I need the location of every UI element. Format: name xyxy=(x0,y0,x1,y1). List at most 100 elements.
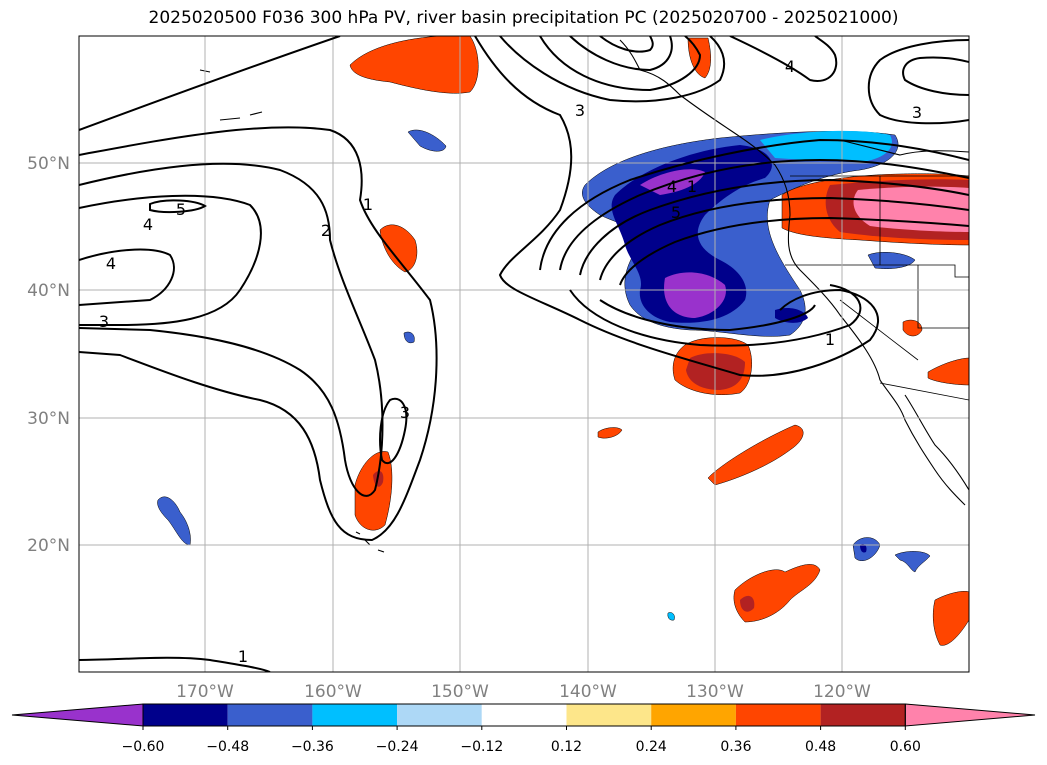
latitude-labels: 50°N 40°N 30°N 20°N xyxy=(27,154,70,556)
colorbar: −0.60 −0.48 −0.36 −0.24 −0.12 0.12 0.24 0.36 0.4… xyxy=(11,703,1036,755)
pv-contour-5 xyxy=(149,199,207,214)
positive-anomaly-region xyxy=(597,427,623,439)
colorbar-tick-label: 0.48 xyxy=(805,739,836,755)
colorbar-tick-label: −0.60 xyxy=(122,739,165,755)
colorbar-segment xyxy=(820,704,906,726)
negative-anomaly-region xyxy=(860,543,867,553)
contour-label: 1 xyxy=(825,330,835,349)
contour-label: 4 xyxy=(143,215,153,234)
latitude-label: 40°N xyxy=(27,281,70,301)
colorbar-segment xyxy=(143,704,228,726)
contour-label: 3 xyxy=(912,103,922,122)
political-borders xyxy=(785,175,969,401)
coastlines xyxy=(199,39,969,553)
colorbar-segment xyxy=(397,704,482,726)
longitude-labels: 170°W 160°W 150°W 140°W 130°W 120°W xyxy=(176,682,871,702)
negative-anomaly-region xyxy=(775,307,808,323)
colorbar-tick-label: 0.36 xyxy=(720,739,751,755)
latitude-label: 20°N xyxy=(27,536,70,556)
contour-label: 1 xyxy=(363,195,373,214)
contour-label: 4 xyxy=(106,254,116,273)
negative-anomaly-region xyxy=(760,130,892,162)
pv-contour-23 xyxy=(79,656,271,672)
positive-anomaly-region xyxy=(349,36,479,94)
contour-label: 3 xyxy=(575,101,585,120)
pv-contour-4 xyxy=(79,248,175,306)
colorbar-extend-high xyxy=(904,703,1036,727)
pv-contour-8 xyxy=(474,36,880,377)
colorbar-segment xyxy=(227,704,313,726)
pv-contour-15 xyxy=(902,56,969,96)
colorbar-segment xyxy=(481,704,567,726)
pv-contour-10 xyxy=(539,36,702,92)
colorbar-tick-label: 0.60 xyxy=(890,739,921,755)
colorbar-segment xyxy=(735,704,821,726)
pv-contour-21 xyxy=(569,284,862,347)
colorbar-extend-low xyxy=(11,703,144,727)
positive-anomaly-region xyxy=(740,595,755,612)
positive-anomaly-region xyxy=(733,564,821,623)
pv-contour-18 xyxy=(579,178,969,276)
colorbar-segment xyxy=(312,704,398,726)
longitude-label: 140°W xyxy=(559,682,617,702)
contour-label: 3 xyxy=(99,312,109,331)
colorbar-tick-label: −0.48 xyxy=(206,739,249,755)
pv-contour-9 xyxy=(499,36,726,103)
contour-label: 4 xyxy=(667,177,677,196)
negative-anomaly-region xyxy=(157,496,191,546)
contour-label: 2 xyxy=(321,221,331,240)
contour-label: 1 xyxy=(238,647,248,666)
contour-label: 3 xyxy=(400,403,410,422)
colorbar-tick-label: −0.24 xyxy=(376,739,419,755)
pv-contour-19 xyxy=(599,196,969,281)
negative-anomaly-region xyxy=(894,551,931,573)
colorbar-tick-label: 0.24 xyxy=(636,739,667,755)
pv-contour-14 xyxy=(867,39,969,125)
positive-anomaly-region xyxy=(932,591,969,646)
positive-anomaly-region xyxy=(707,424,804,486)
pv-contour-20 xyxy=(619,216,969,286)
pv-contour-6 xyxy=(379,397,408,465)
pv-contour-13 xyxy=(729,36,838,82)
map-frame xyxy=(78,35,970,673)
colorbar-frame xyxy=(142,703,906,727)
positive-anomaly-region xyxy=(927,357,969,386)
pv-contour-17 xyxy=(559,158,969,271)
negative-anomaly-region xyxy=(403,331,415,344)
colorbar-tick-label: −0.36 xyxy=(291,739,334,755)
latitude-label: 50°N xyxy=(27,154,70,174)
pv-contour-1 xyxy=(79,126,438,542)
pv-contours xyxy=(79,36,969,672)
negative-anomaly-region xyxy=(407,129,447,152)
positive-anomaly-region xyxy=(902,319,923,337)
negative-anomaly-region xyxy=(664,272,726,318)
pv-contour-16 xyxy=(539,138,969,271)
pv-contour-22 xyxy=(599,299,816,332)
contour-label: 5 xyxy=(176,200,186,219)
pv-contour-11 xyxy=(569,36,673,72)
precipitation-shading xyxy=(157,36,969,646)
colorbar-segment xyxy=(566,704,652,726)
longitude-label: 150°W xyxy=(431,682,489,702)
longitude-label: 120°W xyxy=(813,682,871,702)
map-title: 2025020500 F036 300 hPa PV, river basin … xyxy=(148,8,899,28)
longitude-label: 160°W xyxy=(304,682,362,702)
contour-label: 1 xyxy=(687,177,697,196)
negative-anomaly-region xyxy=(667,612,675,621)
longitude-label: 130°W xyxy=(686,682,744,702)
contour-label: 4 xyxy=(785,57,795,76)
colorbar-tick-label: −0.12 xyxy=(460,739,503,755)
positive-anomaly-region xyxy=(379,224,418,273)
longitude-label: 170°W xyxy=(176,682,234,702)
pv-contour-12 xyxy=(599,36,654,53)
colorbar-tick-label: 0.12 xyxy=(551,739,582,755)
pv-contour-7 xyxy=(79,36,341,131)
negative-anomaly-region xyxy=(867,252,916,269)
contour-label: 5 xyxy=(671,203,681,222)
colorbar-segment xyxy=(651,704,736,726)
pv-contour-2 xyxy=(79,162,384,497)
pv-contour-3 xyxy=(79,194,262,326)
latitude-label: 30°N xyxy=(27,409,70,429)
